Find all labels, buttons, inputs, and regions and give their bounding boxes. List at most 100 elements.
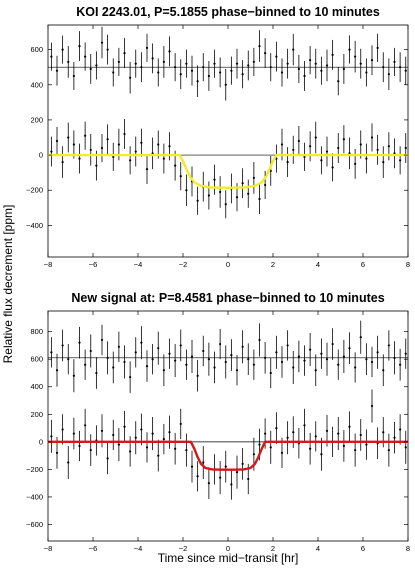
data-point bbox=[151, 152, 154, 155]
data-point bbox=[89, 148, 92, 151]
data-point bbox=[213, 178, 216, 181]
data-point bbox=[72, 74, 75, 78]
data-point bbox=[89, 67, 92, 71]
data-point bbox=[202, 66, 205, 69]
data-point bbox=[359, 433, 362, 437]
data-point bbox=[247, 358, 250, 361]
data-point bbox=[190, 69, 194, 72]
chart-title-bottom: New signal at: P=8.4581 phase−binned to … bbox=[71, 291, 384, 305]
data-point bbox=[252, 60, 255, 64]
data-point bbox=[72, 143, 75, 146]
data-point bbox=[162, 369, 165, 372]
data-point bbox=[95, 164, 98, 167]
data-point bbox=[185, 363, 188, 366]
x-tick-label: −6 bbox=[89, 260, 98, 269]
data-point bbox=[404, 446, 407, 449]
data-point bbox=[145, 446, 149, 449]
data-point bbox=[376, 351, 379, 354]
y-axis-label: Relative flux decrement [ppm] bbox=[1, 205, 15, 364]
y-tick-label: −200 bbox=[26, 186, 43, 195]
data-point bbox=[50, 351, 53, 354]
data-point bbox=[348, 48, 351, 51]
y-tick-label: 600 bbox=[30, 45, 43, 54]
x-tick-label: −2 bbox=[179, 544, 188, 553]
data-point bbox=[354, 55, 357, 58]
data-point bbox=[393, 60, 396, 64]
data-point bbox=[325, 358, 329, 361]
data-point bbox=[297, 355, 300, 358]
data-point bbox=[145, 364, 149, 368]
data-point bbox=[399, 66, 402, 69]
data-point bbox=[179, 73, 182, 76]
data-points-top bbox=[50, 41, 407, 206]
data-point bbox=[134, 436, 137, 439]
data-point bbox=[280, 451, 284, 454]
data-point bbox=[348, 425, 351, 428]
data-point bbox=[275, 55, 278, 58]
data-point bbox=[151, 358, 154, 361]
data-point bbox=[269, 446, 272, 449]
data-point bbox=[196, 80, 199, 83]
data-point bbox=[106, 356, 109, 359]
data-point bbox=[55, 451, 59, 454]
data-point bbox=[174, 447, 177, 450]
data-point bbox=[196, 374, 199, 377]
data-point bbox=[55, 369, 59, 372]
data-point bbox=[100, 429, 104, 432]
data-point bbox=[89, 449, 92, 452]
axis-ticks-top: −8 −6 −4 −2 0 2 4 6 8 −400 −200 0 200 400 600 bbox=[26, 25, 410, 269]
data-point bbox=[252, 176, 255, 180]
y-tick-label: 0 bbox=[39, 151, 43, 160]
data-point bbox=[129, 76, 132, 79]
data-point bbox=[185, 189, 188, 192]
y-tick-label: 400 bbox=[30, 80, 43, 89]
data-point bbox=[292, 366, 295, 369]
data-point bbox=[387, 73, 390, 76]
data-point bbox=[202, 349, 205, 353]
y-tick-label: −400 bbox=[26, 221, 43, 230]
data-point bbox=[247, 192, 250, 195]
data-point bbox=[78, 44, 81, 48]
data-point bbox=[190, 465, 194, 468]
data-point bbox=[134, 150, 137, 153]
data-point bbox=[106, 48, 109, 51]
data-point bbox=[292, 148, 295, 151]
data-point bbox=[106, 138, 109, 141]
data-point bbox=[174, 66, 177, 69]
data-point bbox=[297, 139, 300, 143]
data-point bbox=[207, 194, 210, 197]
data-point bbox=[286, 436, 289, 439]
chart-panel-bottom: New signal at: P=8.4581 phase−binned to … bbox=[26, 291, 410, 553]
data-point bbox=[365, 358, 368, 361]
data-point bbox=[309, 59, 312, 62]
data-point bbox=[264, 52, 267, 55]
data-point bbox=[252, 453, 255, 456]
data-point bbox=[140, 66, 143, 69]
data-point bbox=[292, 48, 295, 51]
data-point bbox=[387, 344, 390, 347]
data-point bbox=[348, 152, 351, 155]
data-point bbox=[376, 148, 379, 151]
data-point bbox=[247, 64, 250, 67]
data-point bbox=[365, 443, 368, 446]
transit-model-bottom bbox=[48, 440, 408, 471]
data-point bbox=[84, 134, 87, 137]
data-point bbox=[95, 371, 98, 375]
data-point bbox=[157, 454, 160, 457]
data-point bbox=[179, 344, 182, 347]
data-point bbox=[241, 345, 244, 348]
data-point bbox=[95, 64, 98, 67]
transit-model-curve bbox=[48, 153, 408, 190]
data-point bbox=[365, 157, 368, 160]
data-point bbox=[325, 150, 329, 153]
data-point bbox=[67, 461, 70, 464]
x-tick-label: 2 bbox=[271, 544, 275, 553]
data-point bbox=[157, 143, 160, 146]
data-point bbox=[325, 64, 329, 67]
data-point bbox=[157, 347, 160, 350]
data-point bbox=[219, 476, 222, 479]
data-point bbox=[235, 471, 239, 474]
data-point bbox=[129, 159, 132, 162]
data-point bbox=[140, 341, 143, 344]
